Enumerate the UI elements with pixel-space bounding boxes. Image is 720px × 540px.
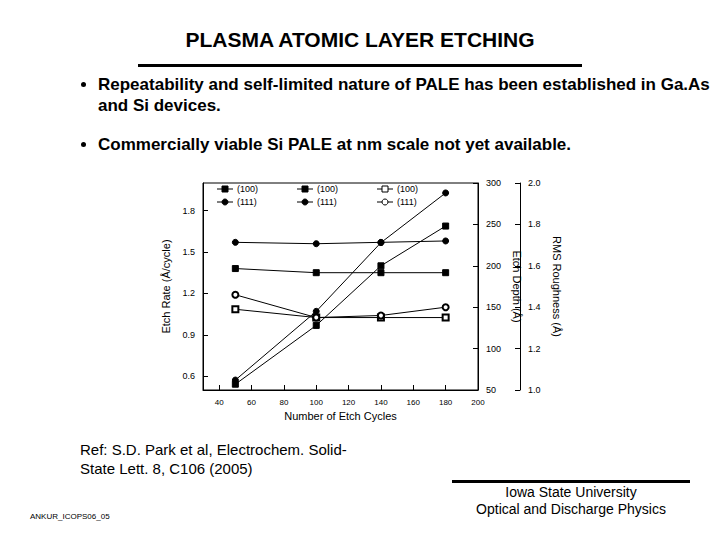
svg-text:150: 150 [486, 302, 501, 312]
svg-text:1.0: 1.0 [528, 385, 541, 395]
svg-text:(100): (100) [397, 184, 418, 194]
html-text:State Lett. 8, C106 (2005): State Lett. 8, C106 (2005) [80, 460, 253, 477]
svg-text:(111): (111) [237, 197, 257, 207]
html-text:Repeatability and self-limited: Repeatability and self-limited nature of… [98, 75, 710, 115]
svg-text:1.6: 1.6 [528, 261, 541, 271]
svg-text:160: 160 [407, 398, 421, 407]
svg-text:(111): (111) [397, 197, 417, 207]
svg-text:Number of Etch Cycles: Number of Etch Cycles [284, 410, 397, 422]
svg-text:50: 50 [486, 385, 496, 395]
svg-text:140: 140 [374, 398, 388, 407]
svg-text:1.8: 1.8 [528, 219, 541, 229]
svg-text:200: 200 [486, 261, 501, 271]
svg-text:180: 180 [439, 398, 453, 407]
svg-text:100: 100 [310, 398, 324, 407]
html-text:ANKUR_ICOPS06_05: ANKUR_ICOPS06_05 [30, 512, 110, 521]
html-text:Commercially viable Si PALE at: Commercially viable Si PALE at nm scale … [98, 135, 571, 154]
svg-text:1.2: 1.2 [528, 344, 541, 354]
svg-text:(100): (100) [237, 184, 258, 194]
svg-text:(100): (100) [317, 184, 338, 194]
svg-text:250: 250 [486, 219, 501, 229]
svg-text:0.6: 0.6 [182, 371, 195, 381]
svg-text:Etch Depth (Å): Etch Depth (Å) [511, 250, 523, 322]
svg-text:2.0: 2.0 [528, 178, 541, 188]
html-text:Ref: S.D. Park et al, Electroc: Ref: S.D. Park et al, Electrochem. Solid… [80, 441, 347, 458]
svg-text:100: 100 [486, 344, 501, 354]
svg-text:60: 60 [247, 398, 256, 407]
svg-text:1.4: 1.4 [528, 302, 541, 312]
html-text:PLASMA ATOMIC LAYER ETCHING: PLASMA ATOMIC LAYER ETCHING [185, 28, 535, 51]
svg-text:1.2: 1.2 [182, 288, 195, 298]
svg-text:RMS Roughness (Å): RMS Roughness (Å) [551, 236, 563, 337]
svg-text:Etch Rate (Å/cycle): Etch Rate (Å/cycle) [160, 239, 172, 333]
html-text:Iowa State University: Iowa State University [505, 484, 637, 500]
svg-text:300: 300 [486, 178, 501, 188]
svg-text:1.5: 1.5 [182, 247, 195, 257]
svg-text:120: 120 [342, 398, 356, 407]
svg-text:(111): (111) [317, 197, 337, 207]
svg-text:0.9: 0.9 [182, 330, 195, 340]
svg-text:80: 80 [279, 398, 288, 407]
svg-text:1.8: 1.8 [182, 206, 195, 216]
html-text:Optical and Discharge Physics: Optical and Discharge Physics [476, 501, 666, 517]
svg-text:40: 40 [215, 398, 224, 407]
svg-text:200: 200 [471, 398, 485, 407]
